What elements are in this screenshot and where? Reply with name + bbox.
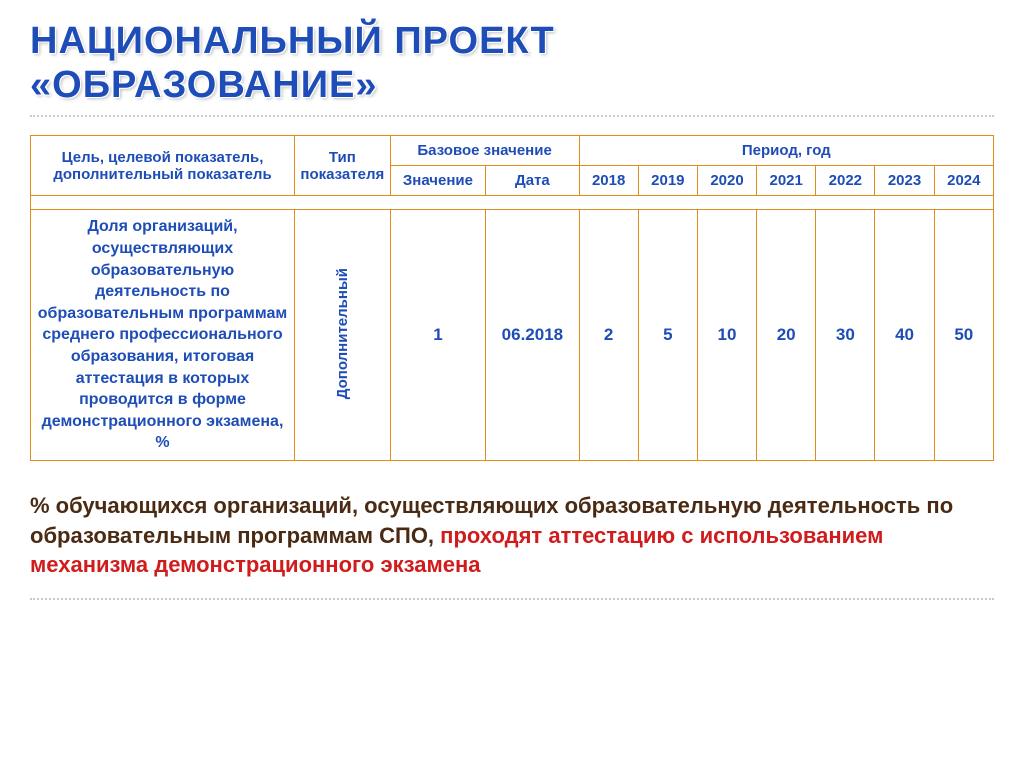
cell-2020: 10 (697, 210, 756, 461)
th-year-2023: 2023 (875, 166, 934, 196)
th-type: Тип показателя (295, 136, 391, 196)
divider-bottom (30, 598, 994, 600)
table-row-gap (31, 196, 994, 210)
th-year-2021: 2021 (757, 166, 816, 196)
cell-2019: 5 (638, 210, 697, 461)
th-base-group: Базовое значение (390, 136, 579, 166)
th-base-date: Дата (486, 166, 579, 196)
th-year-2019: 2019 (638, 166, 697, 196)
title-line-2: «ОБРАЗОВАНИЕ» (30, 64, 994, 108)
th-period-group: Период, год (579, 136, 993, 166)
cell-2022: 30 (816, 210, 875, 461)
indicators-table: Цель, целевой показатель, дополнительный… (30, 135, 994, 461)
cell-2024: 50 (934, 210, 993, 461)
cell-2021: 20 (757, 210, 816, 461)
th-year-2018: 2018 (579, 166, 638, 196)
cell-indicator: Доля организаций, осуществляющих образов… (31, 210, 295, 461)
table-row: Доля организаций, осуществляющих образов… (31, 210, 994, 461)
title-line-1: НАЦИОНАЛЬНЫЙ ПРОЕКТ (30, 20, 994, 64)
th-year-2020: 2020 (697, 166, 756, 196)
th-year-2024: 2024 (934, 166, 993, 196)
slide-title: НАЦИОНАЛЬНЫЙ ПРОЕКТ «ОБРАЗОВАНИЕ» (30, 20, 994, 107)
th-target: Цель, целевой показатель, дополнительный… (31, 136, 295, 196)
cell-type-text: Дополнительный (334, 260, 351, 407)
cell-base-date: 06.2018 (486, 210, 579, 461)
divider-top (30, 115, 994, 117)
cell-type: Дополнительный (295, 210, 391, 461)
cell-2018: 2 (579, 210, 638, 461)
th-year-2022: 2022 (816, 166, 875, 196)
footer-text: % обучающихся организаций, осуществляющи… (30, 491, 994, 580)
cell-2023: 40 (875, 210, 934, 461)
th-base-value: Значение (390, 166, 486, 196)
cell-base-value: 1 (390, 210, 486, 461)
